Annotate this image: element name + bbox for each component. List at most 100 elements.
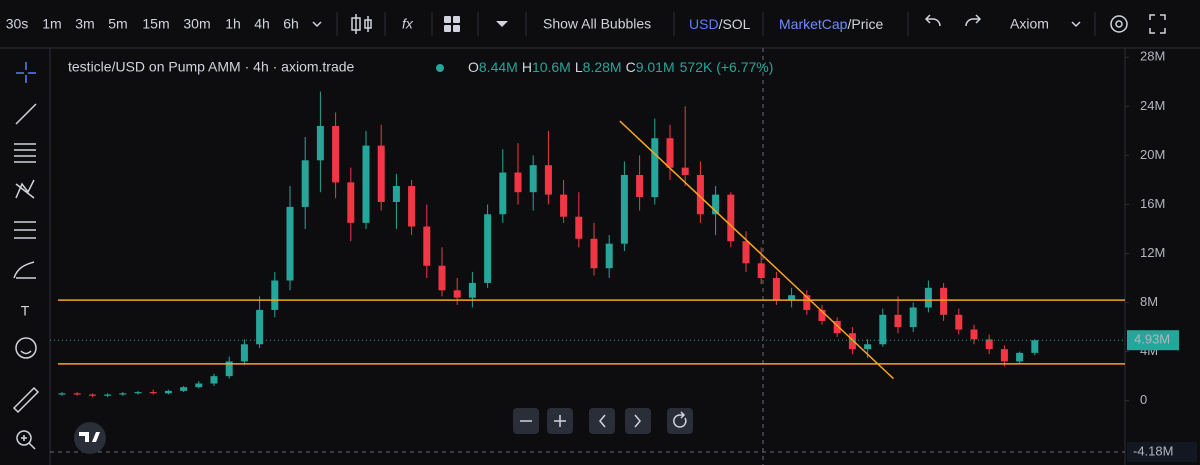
zoom-out-button[interactable] [513, 408, 539, 434]
candle-body [180, 387, 188, 391]
candle-body [788, 295, 796, 301]
mode-alt[interactable]: /Price [847, 16, 883, 32]
reset-button[interactable] [667, 408, 693, 434]
account-dropdown[interactable] [1071, 21, 1081, 28]
currency-active[interactable]: USD [689, 16, 719, 32]
y-tick-label: 16M [1140, 196, 1165, 211]
pattern-tool[interactable] [15, 179, 35, 199]
candle-body [286, 206, 294, 281]
candle-body [240, 344, 248, 362]
candle-body [529, 165, 537, 193]
crosshair-label-box [1127, 441, 1197, 462]
zoom-in-button[interactable] [547, 408, 573, 434]
plot-area: 04M8M12M16M20M24M28M-4.18M4.93Mtesticle/… [50, 48, 1197, 465]
fib-tool[interactable] [14, 143, 36, 163]
crosshair-tool[interactable] [16, 62, 36, 83]
candle-body [955, 314, 963, 330]
legend-change: 572K (+6.77%) [680, 59, 774, 75]
candle-body [681, 167, 689, 176]
y-tick-label: 28M [1140, 49, 1165, 64]
brush-tool[interactable] [13, 261, 36, 279]
candle-body [438, 265, 446, 291]
interval-button[interactable]: 1m [42, 16, 61, 32]
chart-type-button[interactable] [351, 14, 372, 34]
status-dot [436, 64, 444, 72]
interval-button[interactable]: 1h [225, 16, 241, 32]
currency-toggle[interactable]: USD/SOL [689, 16, 751, 32]
top-toolbar: fx Show All Bubbles USD/SOL MarketCap/Pr… [6, 12, 1166, 36]
interval-button[interactable]: 30m [183, 16, 210, 32]
candle-body [742, 241, 750, 264]
candle-body [1016, 352, 1024, 362]
candle-body [408, 186, 416, 227]
projection-tool[interactable] [14, 221, 36, 239]
fullscreen-button[interactable] [1149, 14, 1166, 34]
y-tick-label: 0 [1140, 392, 1147, 407]
indicators-button[interactable]: fx [402, 16, 414, 32]
candle-body [256, 309, 264, 345]
candle-body [894, 314, 902, 328]
candle-body [453, 290, 461, 298]
candle-body [377, 145, 385, 202]
trend-line [619, 120, 894, 380]
text-tool[interactable]: T [21, 303, 30, 319]
candle-body [970, 329, 978, 340]
y-tick-label: 12M [1140, 245, 1165, 260]
candle-body [757, 263, 765, 279]
candle-body [104, 394, 112, 396]
legend-h: 10.6M [532, 59, 571, 75]
candle-body [848, 333, 856, 350]
candle-body [316, 125, 324, 161]
candle-body [347, 182, 355, 223]
candle-body [1031, 340, 1039, 353]
undo-button[interactable] [924, 14, 941, 27]
more-dropdown[interactable] [496, 21, 508, 27]
candle-body [544, 165, 552, 195]
scroll-right-button[interactable] [625, 408, 651, 434]
account-button[interactable]: Axiom [1010, 16, 1049, 32]
mode-active[interactable]: MarketCap [779, 16, 848, 32]
trendline-tool[interactable] [15, 103, 37, 125]
candle-body [1000, 349, 1008, 362]
currency-alt[interactable]: /SOL [719, 16, 751, 32]
scroll-left-button[interactable] [589, 408, 615, 434]
mode-toggle[interactable]: MarketCap/Price [779, 16, 883, 32]
candle-body [514, 172, 522, 193]
redo-button[interactable] [965, 14, 982, 27]
settings-button[interactable] [1110, 15, 1128, 33]
navigation-buttons [74, 408, 693, 454]
candle-body [803, 295, 811, 310]
candle-body [712, 194, 720, 215]
crosshair-label: -4.18M [1133, 443, 1173, 458]
candle-body [909, 307, 917, 328]
candle-body [88, 394, 96, 396]
candle-body [149, 392, 157, 394]
show-bubbles-button[interactable]: Show All Bubbles [543, 16, 651, 32]
tradingview-logo[interactable] [74, 422, 106, 454]
candle-body [651, 138, 659, 198]
interval-button[interactable]: 5m [108, 16, 127, 32]
candle-body [590, 238, 598, 269]
candle-body [468, 282, 476, 298]
legend-l: 8.28M [583, 59, 622, 75]
candle-body [696, 175, 704, 215]
ruler-tool[interactable] [12, 386, 40, 414]
interval-button[interactable]: 6h [283, 16, 299, 32]
candle-body [134, 392, 142, 394]
y-tick-label: 24M [1140, 98, 1165, 113]
interval-button[interactable]: 30s [6, 16, 29, 32]
interval-button[interactable]: 4h [254, 16, 270, 32]
layout-button[interactable] [444, 16, 460, 32]
interval-button[interactable]: 3m [75, 16, 94, 32]
candle-body [73, 393, 81, 395]
last-price-box [1127, 330, 1179, 351]
interval-button[interactable]: 15m [142, 16, 169, 32]
candle-body [666, 138, 674, 168]
emoji-tool[interactable] [15, 337, 37, 359]
candle-body [499, 172, 507, 215]
interval-dropdown[interactable] [312, 21, 322, 28]
candle-body [940, 287, 948, 315]
candle-body [864, 344, 872, 350]
zoom-tool[interactable] [16, 430, 36, 450]
